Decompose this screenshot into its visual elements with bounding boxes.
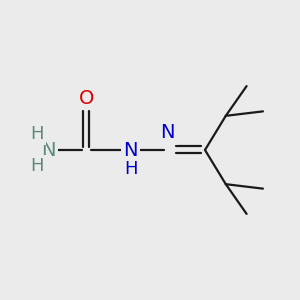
Text: O: O: [78, 89, 94, 108]
Text: H: H: [124, 160, 138, 178]
Text: H: H: [30, 157, 44, 175]
Text: N: N: [123, 140, 138, 160]
Text: N: N: [41, 140, 56, 160]
Text: H: H: [30, 125, 44, 143]
Text: N: N: [160, 123, 175, 142]
